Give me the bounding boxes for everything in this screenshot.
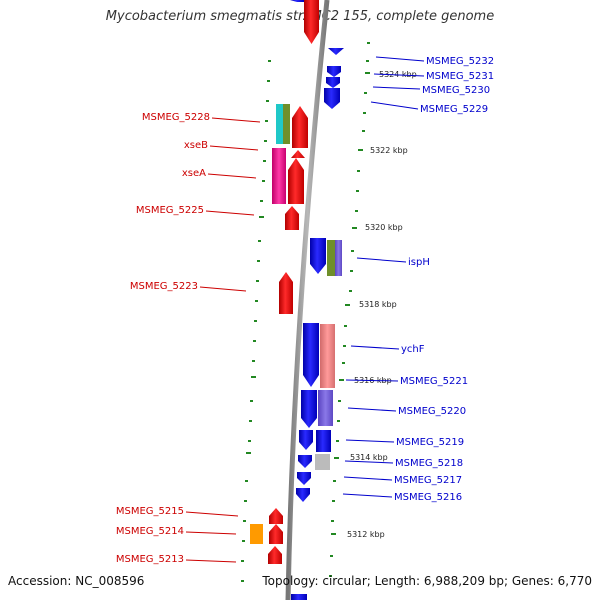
gene-arrow [303, 323, 319, 387]
gene-label-left: xseB [184, 140, 208, 151]
gene-arrow [290, 0, 304, 2]
gene-arrow [269, 508, 283, 524]
tick-track-left [241, 60, 271, 582]
genome-backbone [285, 0, 330, 600]
gene-arrow [326, 77, 340, 88]
gene-arrow [292, 106, 308, 148]
gene-arrow [291, 150, 305, 158]
gene-arrow [324, 88, 340, 109]
right-function-boxes [315, 240, 342, 470]
gene-label-right: MSMEG_5221 [400, 376, 468, 387]
gene-arrow [296, 488, 310, 502]
gene-arrow [310, 238, 326, 274]
kbp-label: 5322 kbp [370, 146, 408, 155]
gene-label-right: MSMEG_5217 [394, 475, 462, 486]
gene-arrow [328, 48, 344, 55]
accession-text: Accession: NC_008596 [8, 574, 145, 588]
gene-label-right: MSMEG_5229 [420, 104, 488, 115]
gene-label-left: MSMEG_5214 [116, 526, 184, 537]
gene-label-right: MSMEG_5232 [426, 56, 494, 67]
gene-arrow [269, 524, 283, 544]
gene-arrow [297, 472, 311, 485]
gene-label-right: MSMEG_5216 [394, 492, 462, 503]
left-function-boxes [250, 104, 290, 544]
gene-label-right: ispH [408, 257, 430, 268]
gene-arrow [288, 158, 304, 204]
gene-arrow [291, 594, 307, 600]
gene-arrow [298, 455, 312, 468]
gene-arrow [301, 390, 317, 428]
left-leaders [185, 117, 261, 563]
kbp-label: 5320 kbp [365, 223, 403, 232]
reverse-genes [290, 0, 344, 600]
gene-arrow [285, 206, 299, 230]
gene-label-right: MSMEG_5220 [398, 406, 466, 417]
gene-arrow [299, 430, 313, 450]
gene-label-right: MSMEG_5230 [422, 85, 490, 96]
gene-label-right: MSMEG_5218 [395, 458, 463, 469]
left-gene-labels: MSMEG_5228 xseB xseA MSMEG_5225 MSMEG_52… [116, 112, 210, 565]
tick-track-right [329, 42, 370, 577]
kbp-label: 5318 kbp [359, 300, 397, 309]
gene-arrow [304, 0, 319, 44]
gene-label-left: MSMEG_5223 [130, 281, 198, 292]
gene-label-left: xseA [182, 168, 206, 179]
forward-genes [268, 0, 319, 564]
gene-label-right: MSMEG_5219 [396, 437, 464, 448]
map-title: Mycobacterium smegmatis str. MC2 155, co… [105, 9, 495, 24]
topology-text: Topology: circular; Length: 6,988,209 bp… [262, 574, 592, 588]
kbp-label: 5314 kbp [350, 453, 388, 462]
gene-label-left: MSMEG_5213 [116, 554, 184, 565]
right-leaders [342, 56, 425, 498]
gene-label-right: ychF [401, 344, 425, 355]
gene-label-right: MSMEG_5231 [426, 71, 494, 82]
gene-arrow [268, 546, 282, 564]
gene-arrow [279, 272, 293, 314]
gene-label-left: MSMEG_5228 [142, 112, 210, 123]
gene-label-left: MSMEG_5225 [136, 205, 204, 216]
right-gene-labels: MSMEG_5232 MSMEG_5231 MSMEG_5230 MSMEG_5… [394, 56, 494, 503]
gene-label-left: MSMEG_5215 [116, 506, 184, 517]
gene-arrow [327, 66, 341, 77]
kbp-label: 5312 kbp [347, 530, 385, 539]
